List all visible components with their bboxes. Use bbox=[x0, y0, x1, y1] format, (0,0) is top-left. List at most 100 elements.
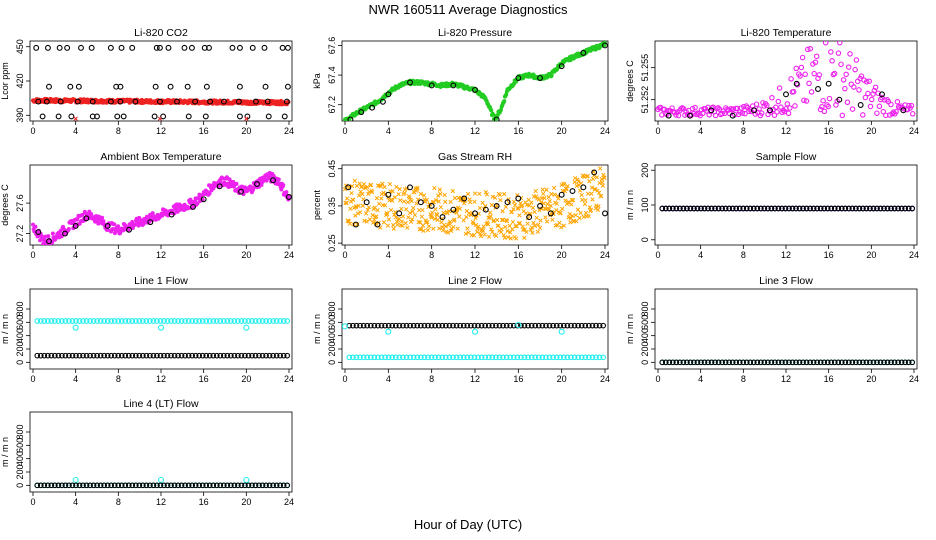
data-point bbox=[228, 318, 234, 324]
data-point bbox=[174, 98, 180, 105]
data-point bbox=[374, 221, 381, 228]
data-point bbox=[435, 217, 440, 222]
data-point bbox=[220, 98, 227, 105]
data-point bbox=[455, 226, 460, 231]
data-point bbox=[178, 352, 185, 359]
data-point bbox=[118, 44, 125, 51]
data-point bbox=[596, 322, 603, 329]
data-point bbox=[87, 482, 93, 489]
data-point bbox=[235, 482, 241, 489]
data-point bbox=[528, 322, 535, 329]
data-point bbox=[418, 191, 423, 197]
data-point bbox=[262, 83, 269, 90]
data-point bbox=[349, 190, 354, 196]
data-point bbox=[701, 359, 708, 366]
data-point bbox=[433, 198, 439, 203]
data-point bbox=[687, 205, 694, 212]
data-point bbox=[409, 198, 414, 204]
data-point bbox=[147, 352, 153, 359]
data-point bbox=[353, 322, 360, 329]
x-tick-label: 12 bbox=[156, 250, 166, 260]
data-point bbox=[465, 226, 470, 231]
data-point bbox=[277, 482, 283, 489]
data-point bbox=[52, 482, 58, 489]
data-point bbox=[721, 110, 728, 117]
x-tick-label: 8 bbox=[741, 126, 746, 136]
data-point bbox=[64, 44, 71, 51]
data-point bbox=[757, 205, 764, 212]
data-point bbox=[530, 205, 536, 210]
data-point bbox=[154, 352, 160, 359]
y-tick-label: 400 bbox=[640, 328, 650, 343]
x-tick-label: 0 bbox=[342, 126, 347, 136]
data-point bbox=[43, 98, 50, 105]
data-point bbox=[582, 201, 588, 207]
data-point bbox=[501, 233, 506, 238]
x-tick-label: 0 bbox=[30, 374, 35, 384]
data-point bbox=[785, 110, 792, 117]
y-tick-label: 100 bbox=[640, 197, 650, 212]
data-point bbox=[94, 113, 100, 120]
data-point bbox=[48, 352, 55, 359]
data-point bbox=[497, 192, 503, 198]
data-point bbox=[389, 198, 395, 203]
data-point bbox=[404, 207, 409, 212]
data-point bbox=[116, 224, 121, 229]
data-point bbox=[280, 482, 287, 489]
data-point bbox=[415, 185, 420, 191]
data-point bbox=[224, 318, 231, 324]
data-point bbox=[863, 359, 870, 366]
data-point bbox=[547, 210, 554, 217]
data-point bbox=[385, 191, 392, 198]
data-point bbox=[284, 83, 291, 90]
data-point bbox=[740, 359, 747, 366]
data-point bbox=[80, 352, 86, 359]
data-point bbox=[83, 215, 90, 222]
data-point bbox=[72, 324, 79, 331]
data-point bbox=[587, 179, 592, 184]
x-tick-label: 8 bbox=[116, 250, 121, 260]
data-point bbox=[821, 359, 828, 366]
data-point bbox=[808, 89, 815, 95]
y-axis-label: m / m n bbox=[312, 314, 322, 344]
data-point bbox=[866, 78, 872, 84]
data-point bbox=[428, 322, 435, 329]
data-point bbox=[560, 322, 567, 329]
data-point bbox=[368, 182, 374, 187]
data-point bbox=[69, 482, 76, 489]
data-point bbox=[244, 116, 249, 121]
data-point bbox=[564, 322, 571, 329]
plot-area bbox=[31, 170, 292, 245]
data-point bbox=[374, 196, 380, 201]
data-point bbox=[877, 359, 884, 366]
data-point bbox=[569, 197, 575, 203]
data-point bbox=[157, 324, 165, 331]
data-point bbox=[662, 359, 669, 366]
data-point bbox=[568, 322, 574, 329]
data-point bbox=[407, 322, 413, 329]
y-tick-label: 600 bbox=[15, 315, 25, 330]
data-point bbox=[217, 352, 224, 359]
data-point bbox=[774, 109, 780, 115]
data-point bbox=[55, 113, 62, 120]
data-point bbox=[345, 184, 352, 191]
x-tick-label: 16 bbox=[199, 126, 209, 136]
data-point bbox=[417, 199, 424, 206]
data-point bbox=[73, 318, 79, 324]
data-point bbox=[842, 359, 849, 366]
data-point bbox=[446, 209, 452, 214]
data-point bbox=[266, 318, 273, 324]
data-point bbox=[150, 482, 157, 489]
data-point bbox=[72, 223, 79, 229]
y-tick-label: 200 bbox=[15, 341, 25, 356]
x-tick-label: 8 bbox=[429, 250, 434, 260]
data-point bbox=[403, 354, 410, 361]
data-point bbox=[782, 359, 789, 366]
data-point bbox=[905, 205, 912, 212]
data-point bbox=[471, 221, 476, 226]
data-point bbox=[817, 359, 824, 366]
data-point bbox=[401, 199, 407, 204]
data-point bbox=[532, 223, 538, 229]
data-point bbox=[69, 352, 76, 359]
chart-title: Line 2 Flow bbox=[448, 275, 502, 287]
